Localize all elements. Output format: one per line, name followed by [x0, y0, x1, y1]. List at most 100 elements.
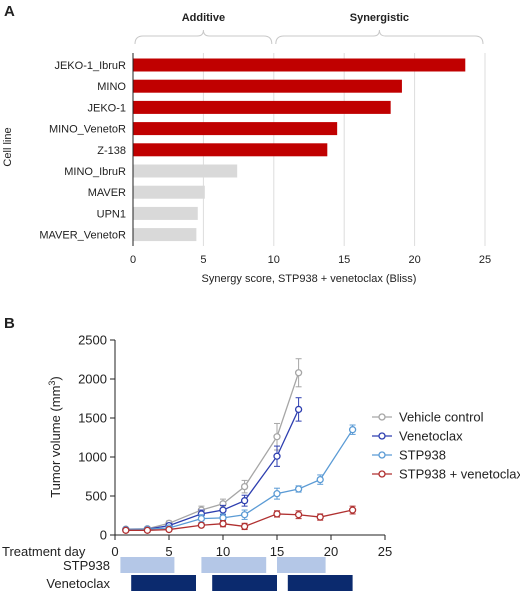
legend-swatch-marker: [378, 470, 386, 478]
schedule-block: [201, 557, 267, 573]
x-tick-label: 25: [378, 544, 392, 559]
data-point: [197, 514, 206, 523]
panel-a-category-labels: JEKO-1_IbruR MINO JEKO-1 MINO_VenetoR Z-138 M…: [39, 60, 126, 242]
legend-label: Vehicle control: [399, 410, 484, 425]
data-point: [316, 513, 324, 521]
schedule-block: [131, 575, 196, 591]
x-tick-label: 20: [324, 544, 338, 559]
series-line: [125, 429, 354, 531]
data-point: [240, 522, 249, 531]
bar: [133, 58, 466, 72]
schedule-label: Venetoclax: [46, 576, 110, 591]
y-tick-label: 1000: [78, 450, 107, 465]
x-tick-label: 15: [270, 544, 284, 559]
schedule-block: [120, 557, 175, 573]
legend-swatch-marker: [378, 451, 386, 459]
data-point: [294, 485, 303, 493]
schedule-block: [277, 557, 326, 573]
data-point: [294, 405, 303, 414]
series-combo: [122, 505, 357, 534]
legend-label: STP938 + venetoclax: [399, 467, 520, 482]
series-line: [125, 509, 353, 531]
category-label: Z-138: [97, 145, 126, 157]
data-point: [273, 452, 281, 460]
legend-label: Venetoclax: [399, 429, 463, 444]
bracket: [134, 29, 273, 45]
bar: [133, 164, 238, 178]
schedule-block: [287, 575, 353, 591]
x-tick-label: 0: [130, 254, 136, 266]
category-label: JEKO-1: [87, 102, 126, 114]
bracket: [275, 29, 484, 45]
x-tick-label: 10: [268, 254, 280, 266]
bar: [133, 228, 197, 242]
data-point: [240, 497, 249, 505]
panel-b-legend: Vehicle control Venetoclax STP938 STP938 + …: [372, 410, 520, 482]
data-point: [219, 506, 227, 514]
x-tick-label: 15: [338, 254, 350, 266]
y-tick-label: 500: [85, 489, 107, 504]
x-tick-label: 0: [111, 544, 118, 559]
bar: [133, 206, 198, 220]
legend-label: STP938: [399, 448, 446, 463]
panel-b-x-ticks: 0 5 10 15 20 25: [111, 535, 392, 559]
data-point: [316, 475, 324, 484]
data-point: [348, 426, 357, 434]
schedule-label: STP938: [63, 558, 110, 573]
panel-a-x-label: Synergy score, STP938 + venetoclax (Blis…: [202, 273, 417, 285]
data-point: [197, 521, 206, 529]
series-line: [125, 372, 300, 530]
data-point: [348, 506, 357, 514]
series-vehicle: [122, 358, 303, 533]
panel-b-y-label: Tumor volume (mm3): [47, 376, 63, 498]
panel-a-y-label: Cell line: [2, 127, 14, 166]
bar: [133, 79, 402, 93]
data-point: [240, 511, 249, 519]
legend-swatch-marker: [378, 432, 386, 440]
bar: [133, 185, 205, 199]
schedule-block: [212, 575, 277, 591]
panel-a-x-ticks: 0 5 10 15 20 25: [130, 254, 491, 266]
category-label: MAVER_VenetoR: [39, 230, 126, 242]
data-point: [143, 526, 152, 534]
x-tick-label: 10: [216, 544, 230, 559]
y-tick-label: 2000: [78, 372, 107, 387]
data-point: [273, 433, 281, 441]
panel-b-schedule: STP938 Venetoclax: [46, 557, 353, 591]
y-tick-label: 2500: [78, 333, 107, 348]
category-label: MAVER: [88, 187, 126, 199]
category-label: JEKO-1_IbruR: [54, 60, 126, 72]
x-tick-label: 5: [165, 544, 172, 559]
y-tick-label: 1500: [78, 411, 107, 426]
x-tick-label: 5: [200, 254, 206, 266]
data-point: [294, 369, 303, 377]
series-line: [125, 409, 300, 531]
panel-a-bars: [133, 58, 466, 242]
category-label: UPN1: [97, 208, 126, 220]
bar: [133, 143, 328, 157]
x-tick-label: 20: [408, 254, 420, 266]
bracket-label: Synergistic: [350, 12, 409, 24]
category-label: MINO: [97, 81, 126, 93]
category-label: MINO_IbruR: [64, 166, 126, 178]
data-point: [294, 511, 303, 519]
data-point: [165, 525, 173, 534]
data-point: [219, 514, 227, 522]
bar: [133, 100, 391, 114]
panel-b-letter: B: [4, 315, 15, 332]
panel-a-letter: A: [4, 3, 15, 20]
x-tick-label: 25: [479, 254, 491, 266]
panel-a-brackets: Additive Synergistic: [134, 12, 484, 45]
data-point: [273, 490, 281, 498]
data-point: [122, 526, 130, 534]
data-point: [240, 482, 249, 491]
y-tick-label: 0: [100, 528, 107, 543]
category-label: MINO_VenetoR: [49, 124, 126, 136]
data-point: [273, 510, 281, 518]
panel-b-series: [122, 358, 357, 534]
data-point: [219, 520, 227, 528]
panel-b-x-label: Treatment day: [2, 544, 86, 559]
bracket-label: Additive: [182, 12, 225, 24]
legend-swatch-marker: [378, 413, 386, 421]
